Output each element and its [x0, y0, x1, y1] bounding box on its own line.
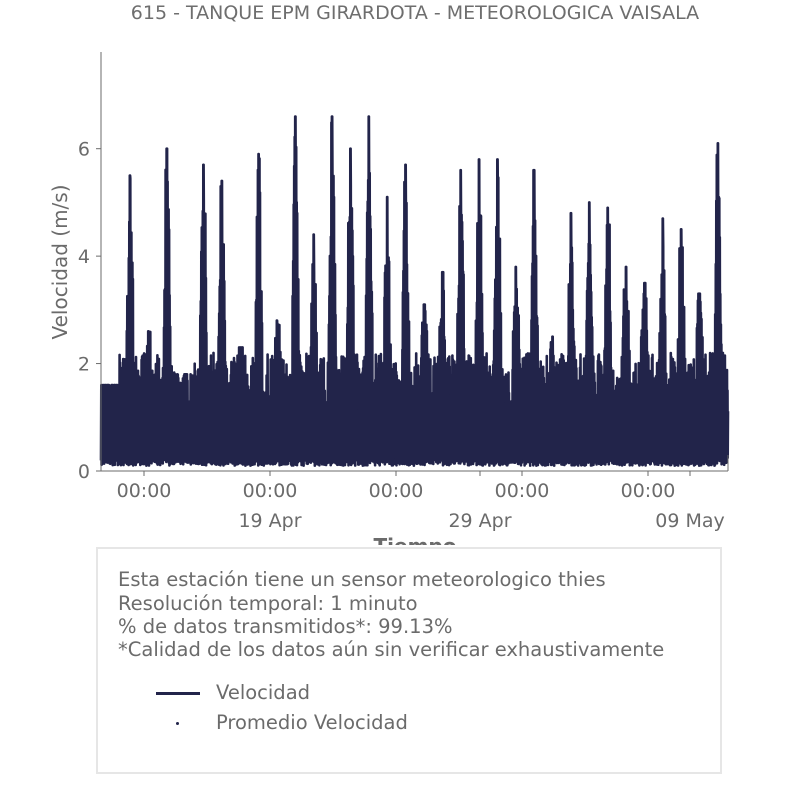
series-segment-2024-04-29 [503, 265, 525, 467]
info-quality-note: *Calidad de los datos aún sin verificar … [118, 638, 665, 661]
series-velocidad [99, 115, 730, 467]
series-segment-2024-04-24 [412, 303, 434, 467]
series-segment-2024-05-09 [687, 292, 709, 467]
series-segment-2024-05-08 [669, 228, 691, 467]
series-segment-2024-04-19 [320, 115, 342, 467]
series-segment-2024-04-25 [430, 270, 452, 467]
x-time-tick-label: 00:00 [117, 480, 172, 502]
series-segment-2024-04-18 [301, 233, 323, 467]
x-date-tick-label: 09 May [655, 510, 725, 532]
series-segment-2024-04-13 [209, 179, 231, 467]
info-transmitted-text: % de datos transmitidos*: 99.13% [118, 615, 453, 638]
series-segment-2024-04-10 [154, 147, 176, 467]
series-segment-2024-04-08 [118, 174, 139, 467]
series-segment-2024-05-05 [614, 265, 636, 467]
series-segment-2024-05-02 [558, 211, 581, 467]
info-sensor-text: Esta estación tiene un sensor meteorolog… [118, 568, 606, 591]
series-segment-2024-04-30 [522, 168, 544, 467]
legend-label-promedio: Promedio Velocidad [216, 711, 408, 734]
x-time-tick-label: 00:00 [243, 480, 298, 502]
series-segment-2024-04-22 [375, 195, 397, 467]
series-segment-2024-04-12 [191, 163, 213, 467]
y-tick-label: 0 [78, 461, 90, 483]
series-segment-2024-04-28 [485, 158, 507, 467]
series-segment-2024-05-04 [595, 206, 617, 467]
x-date-tick-label: 19 Apr [238, 510, 301, 532]
x-axis-title: Tiempo [374, 534, 457, 545]
y-axis-title: Velocidad (m/s) [48, 184, 72, 339]
series-segment-2024-05-03 [577, 201, 599, 467]
chart-axes [100, 52, 729, 472]
x-date-tick-label: 29 Apr [448, 510, 511, 532]
series-segment-2024-04-26 [448, 168, 470, 467]
series-segment-2024-04-14 [228, 346, 250, 467]
series-segment-2024-05-01 [540, 335, 562, 467]
series-segment-2024-04-16 [265, 319, 287, 467]
chart-title: 615 - TANQUE EPM GIRARDOTA - METEOROLOGI… [130, 2, 700, 24]
series-segment-2024-04-11 [173, 372, 195, 466]
series-segment-2024-05-07 [650, 217, 672, 467]
series-segment-2024-05-11 [724, 368, 730, 465]
info-resolution-text: Resolución temporal: 1 minuto [118, 592, 418, 615]
series-segment-2024-04-27 [467, 158, 489, 467]
series-segment-2024-04-15 [246, 152, 268, 467]
series-segment-2024-04-23 [393, 163, 415, 467]
legend-dot-swatch [176, 722, 179, 725]
y-tick-label: 4 [78, 246, 90, 268]
y-tick-label: 2 [78, 354, 90, 376]
info-box: Esta estación tiene un sensor meteorolog… [96, 547, 722, 774]
ticks: 0 2 4 6 00:00 00:00 00:00 00:00 00:00 19 Apr 29 Ap… [78, 139, 725, 532]
x-time-tick-label: 00:00 [495, 480, 550, 502]
series-segment-2024-04-17 [283, 115, 305, 467]
series-segment-2024-04-07 [99, 383, 121, 467]
chart-area: 0 2 4 6 00:00 00:00 00:00 00:00 00:00 19 Apr 29 Ap… [48, 52, 730, 545]
series-segment-2024-04-21 [356, 115, 378, 467]
series-segment-2024-05-06 [632, 281, 654, 467]
series-segment-2024-05-10 [705, 142, 728, 467]
legend-label-velocidad: Velocidad [216, 681, 311, 704]
x-time-tick-label: 00:00 [369, 480, 424, 502]
series-segment-2024-04-20 [338, 147, 360, 467]
y-tick-label: 6 [78, 139, 90, 161]
x-time-tick-label: 00:00 [621, 480, 676, 502]
legend-line-swatch [156, 692, 200, 695]
series-segment-2024-04-09 [136, 329, 158, 467]
